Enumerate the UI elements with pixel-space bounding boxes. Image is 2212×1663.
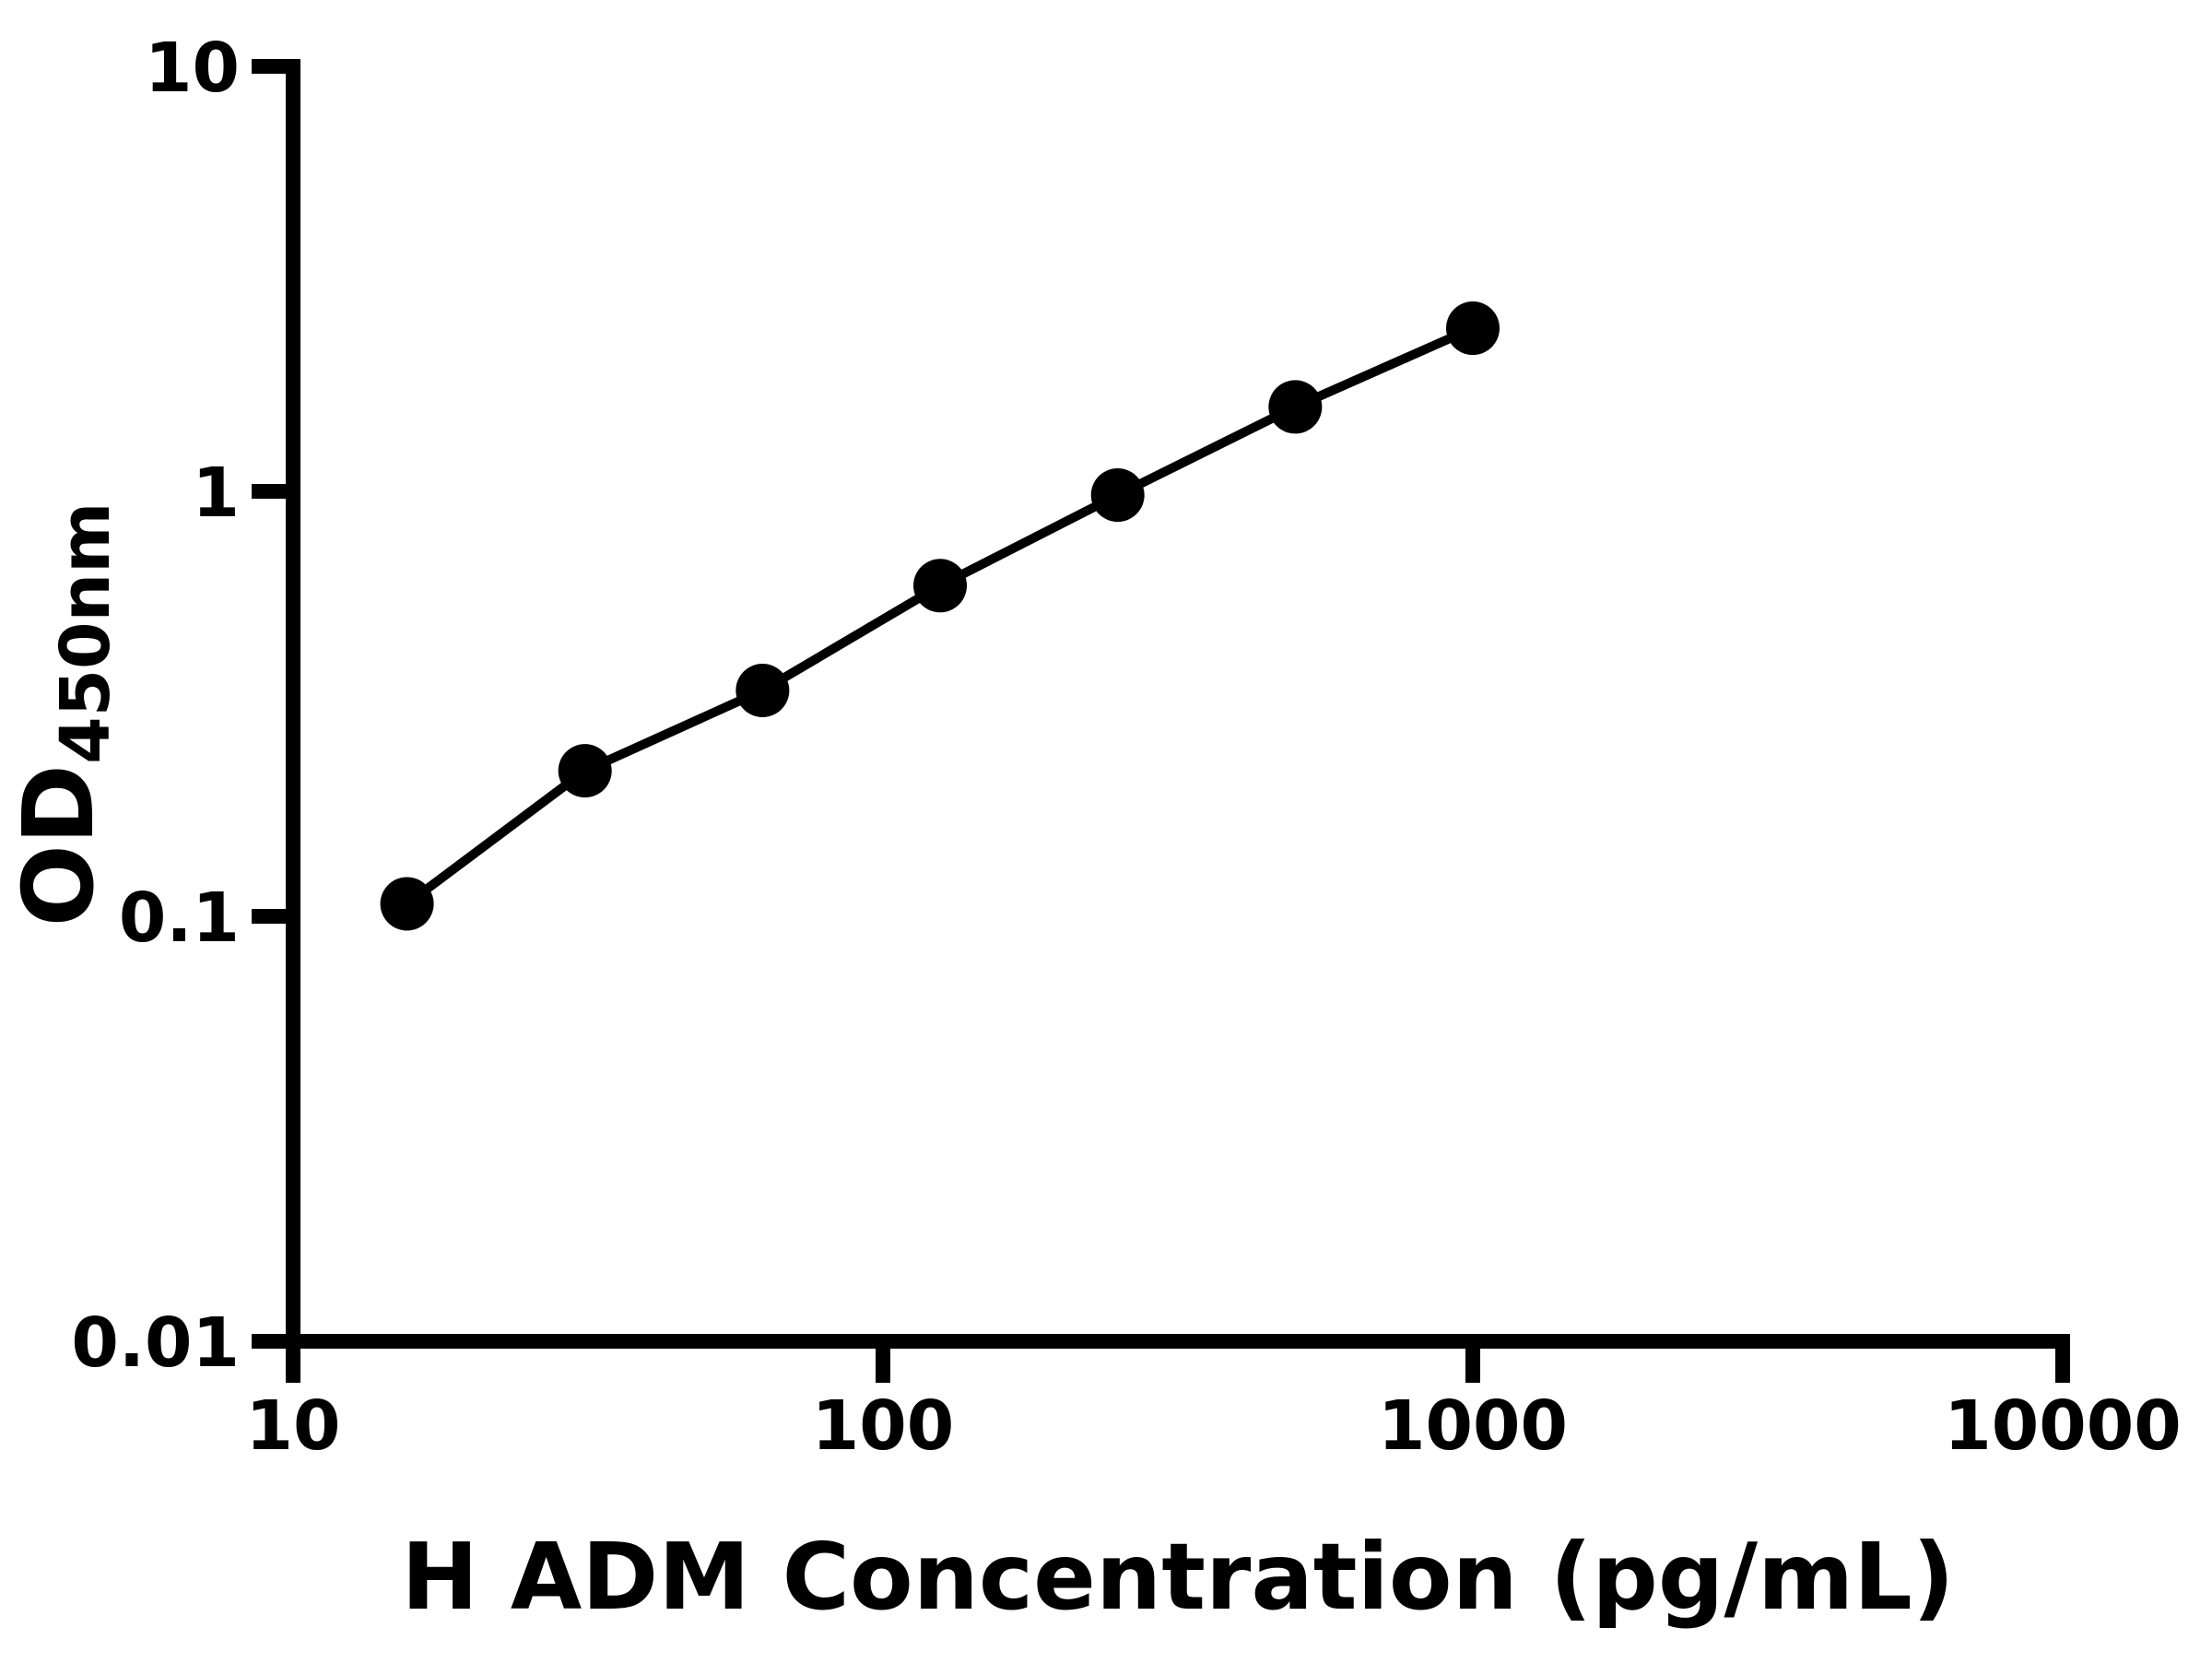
x-tick-label: 100 bbox=[812, 1386, 954, 1466]
data-point bbox=[1090, 468, 1145, 523]
x-axis-ticks: 10 100 1000 10000 bbox=[246, 1341, 2182, 1466]
y-axis-title-subscript: 450nm bbox=[46, 502, 125, 764]
x-tick-label: 10 bbox=[246, 1386, 341, 1466]
x-tick-label: 10000 bbox=[1944, 1386, 2181, 1466]
y-axis-title: OD450nm bbox=[3, 502, 125, 927]
y-axis-ticks: 0.01 0.1 1 10 bbox=[71, 29, 293, 1383]
y-tick-label: 0.1 bbox=[119, 879, 240, 958]
y-tick-label: 0.01 bbox=[71, 1303, 240, 1383]
y-tick-label: 10 bbox=[145, 29, 240, 108]
x-axis-title: H ADM Concentration (pg/mL) bbox=[401, 1523, 1954, 1631]
data-point bbox=[380, 877, 434, 931]
data-point bbox=[913, 559, 968, 613]
data-point bbox=[1268, 380, 1323, 434]
y-tick-label: 1 bbox=[193, 454, 241, 533]
data-point bbox=[735, 663, 790, 717]
x-tick-label: 1000 bbox=[1378, 1386, 1568, 1466]
y-axis-title-main: OD bbox=[3, 764, 115, 926]
data-point bbox=[1446, 301, 1500, 356]
data-point bbox=[558, 744, 612, 798]
data-series bbox=[380, 301, 1500, 931]
